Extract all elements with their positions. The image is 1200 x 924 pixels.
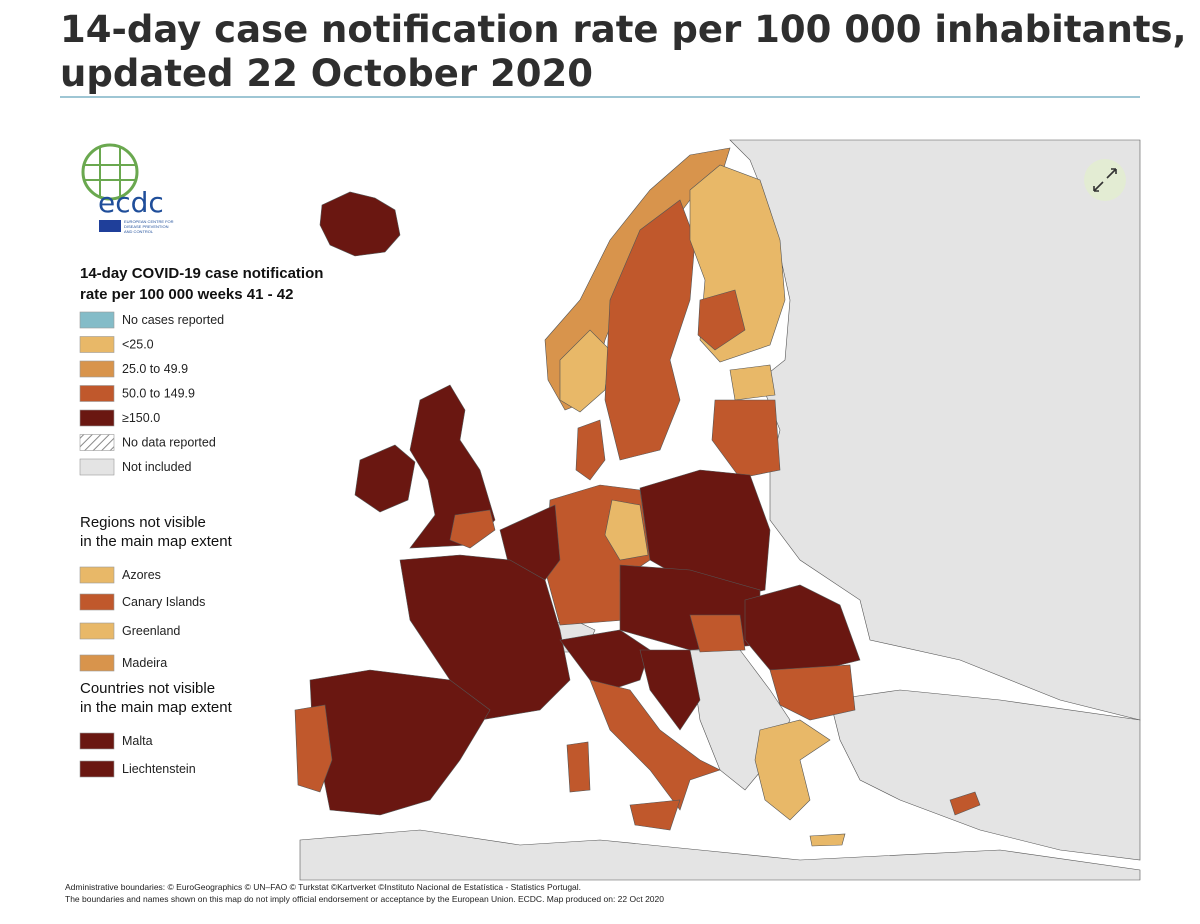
legend-label: Malta [122,734,153,748]
logo-subtext: AND CONTROL [124,229,154,234]
legend-swatch [79,434,115,451]
region-shape [354,444,416,513]
region-shape [604,499,649,561]
land-shape [729,139,1141,721]
legend-swatch [79,760,115,778]
legend-label: <25.0 [122,338,154,352]
region-shape [744,584,861,671]
expand-button[interactable] [1084,159,1126,201]
legend-label: 25.0 to 49.9 [122,362,188,376]
region-shape [319,191,401,257]
land-shape [829,689,1141,861]
ecdc-logo: ecdc EUROPEAN CENTRE FOR DISEASE PREVENT… [81,143,174,234]
legend-swatch [79,622,115,640]
logo-grid [85,147,135,197]
region-shape [449,509,496,549]
region-shape [689,614,746,653]
region-shape [754,719,831,821]
footer-line: The boundaries and names shown on this m… [65,894,664,904]
logo-globe [81,143,139,201]
footer-line: Administrative boundaries: © EuroGeograp… [65,882,581,892]
region-shape [575,419,606,481]
legend-label: No cases reported [122,313,224,327]
logo-subtext: DISEASE PREVENTION [124,224,169,229]
logo-subtext: EUROPEAN CENTRE FOR [124,219,174,224]
regions-title: Regions not visible [80,514,206,531]
map [60,139,1141,881]
expand-icon[interactable] [1093,168,1117,192]
countries-title: in the main map extent [80,699,233,716]
legend-label: 50.0 to 149.9 [122,387,195,401]
expand-circle[interactable] [1084,159,1126,201]
region-shape [294,704,333,793]
eu-flag [99,220,121,232]
legend-label: Not included [122,460,192,474]
region-shape [639,649,701,731]
regions-title: in the main map extent [80,533,233,550]
region-shape [399,554,571,721]
legend-title: 14-day COVID-19 case notification [80,265,323,282]
legend-label: Liechtenstein [122,762,196,776]
region-shape [639,469,771,601]
region-shape [589,679,721,811]
legend-swatch [79,566,115,584]
legend-swatch [79,409,115,427]
legend-label: ≥150.0 [122,411,160,425]
region-shape [711,399,781,479]
legend-label: No data reported [122,436,216,450]
legend-swatch [79,593,115,611]
legend-swatch [79,458,115,476]
legend-swatch [79,336,115,353]
region-shape [629,799,681,831]
legend-label: Greenland [122,624,180,638]
region-shape [729,364,776,401]
legend-swatch [79,385,115,402]
region-shape [809,833,846,847]
legend-swatch [79,311,115,329]
legend-title: rate per 100 000 weeks 41 - 42 [80,286,294,303]
legend-swatch [79,360,115,378]
legend-label: Canary Islands [122,595,205,609]
region-shape [604,199,696,461]
region-shape [949,791,981,816]
region-shape [566,741,591,793]
land-shape [299,829,1141,881]
region-shape [697,289,746,351]
logo-text: ecdc [98,186,164,219]
title-line: updated 22 October 2020 [60,52,593,95]
legend-swatch [79,732,115,750]
title-line: 14-day case notification rate per 100 00… [60,8,1187,51]
legend-label: Azores [122,568,161,582]
legend-swatch [79,654,115,672]
region-shape [559,329,611,413]
countries-title: Countries not visible [80,680,215,697]
region-shape [769,664,856,721]
legend-label: Madeira [122,656,167,670]
